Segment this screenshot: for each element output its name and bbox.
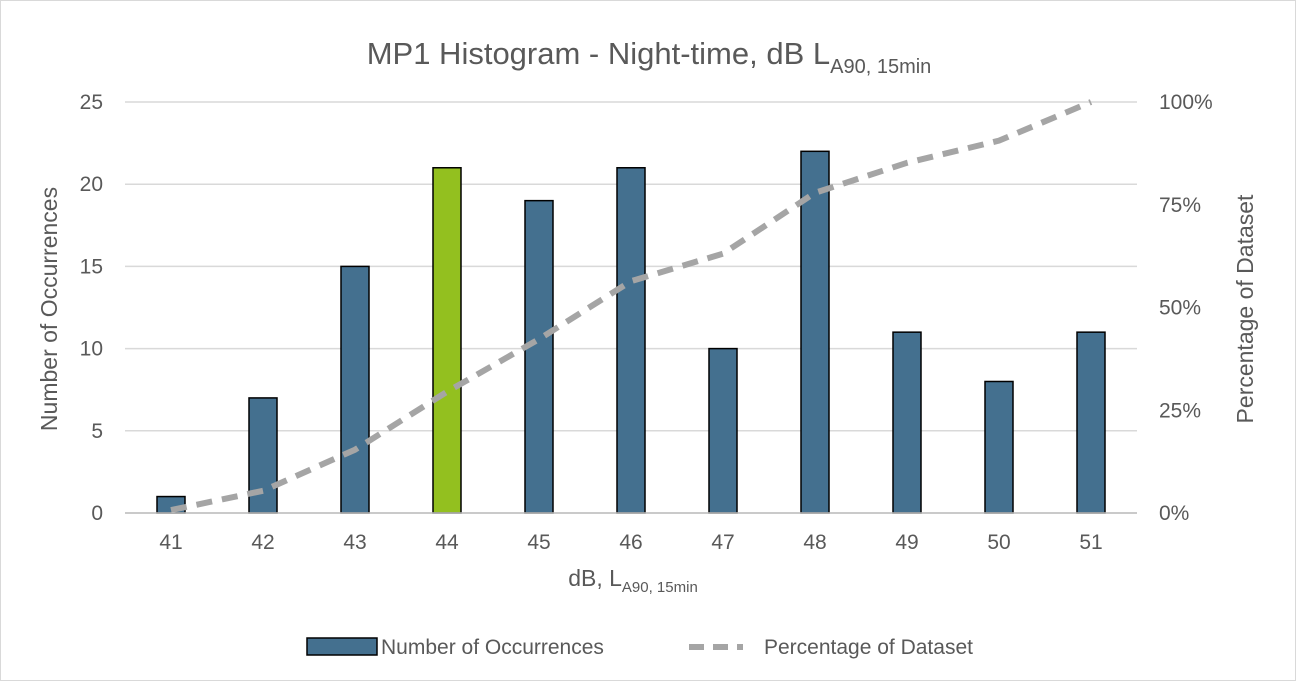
bar [708, 347, 738, 514]
percentage-line [170, 99, 1093, 514]
y2-tick-label: 50% [1159, 297, 1201, 320]
x-tick-label: 47 [711, 531, 734, 554]
x-tick-label: 44 [435, 531, 459, 554]
y-tick-label: 0 [91, 502, 103, 525]
x-tick-label: 46 [619, 531, 642, 554]
legend: Number of Occurrences Percentage of Data… [306, 636, 973, 659]
x-tick-label: 50 [987, 531, 1010, 554]
y2-tick-label: 0% [1159, 502, 1189, 525]
bar [616, 167, 646, 514]
x-tick-label: 49 [895, 531, 918, 554]
x-tick-label: 41 [159, 531, 182, 554]
x-tick-label: 51 [1079, 531, 1102, 554]
y-tick-label: 5 [91, 420, 103, 443]
y2-axis-title: Percentage of Dataset [1232, 194, 1258, 423]
x-tick-label: 48 [803, 531, 826, 554]
y2-tick-label: 100% [1159, 91, 1213, 114]
y-tick-label: 25 [80, 91, 103, 114]
x-tick-label: 43 [343, 531, 366, 554]
x-axis-title: dB, LA90, 15min [568, 565, 698, 596]
y2-tick-label: 75% [1159, 194, 1201, 217]
bar [340, 265, 370, 514]
bars [156, 150, 1106, 514]
cumulative-line [170, 99, 1093, 514]
y2-tick-label: 25% [1159, 399, 1201, 422]
bar [524, 199, 554, 514]
y-axis-title: Number of Occurrences [36, 187, 62, 431]
chart-title: MP1 Histogram - Night-time, dB LA90, 15m… [367, 36, 932, 78]
y-tick-label: 10 [80, 338, 103, 361]
bar [984, 380, 1014, 514]
y-tick-label: 15 [80, 255, 103, 278]
y-tick-label: 20 [80, 173, 103, 196]
bar [800, 150, 830, 514]
legend-label-occurrences: Number of Occurrences [381, 636, 604, 659]
x-tick-label: 42 [251, 531, 274, 554]
bar [1076, 331, 1106, 514]
bar [432, 167, 462, 514]
legend-label-percentage: Percentage of Dataset [764, 636, 973, 659]
legend-bar-swatch [306, 637, 378, 656]
bar [892, 331, 922, 514]
axes: 0 5 10 15 20 25 0% 25% 50% 75% 100% 41 42 43 44 45 46 47 4… [80, 91, 1213, 554]
x-tick-label: 45 [527, 531, 550, 554]
